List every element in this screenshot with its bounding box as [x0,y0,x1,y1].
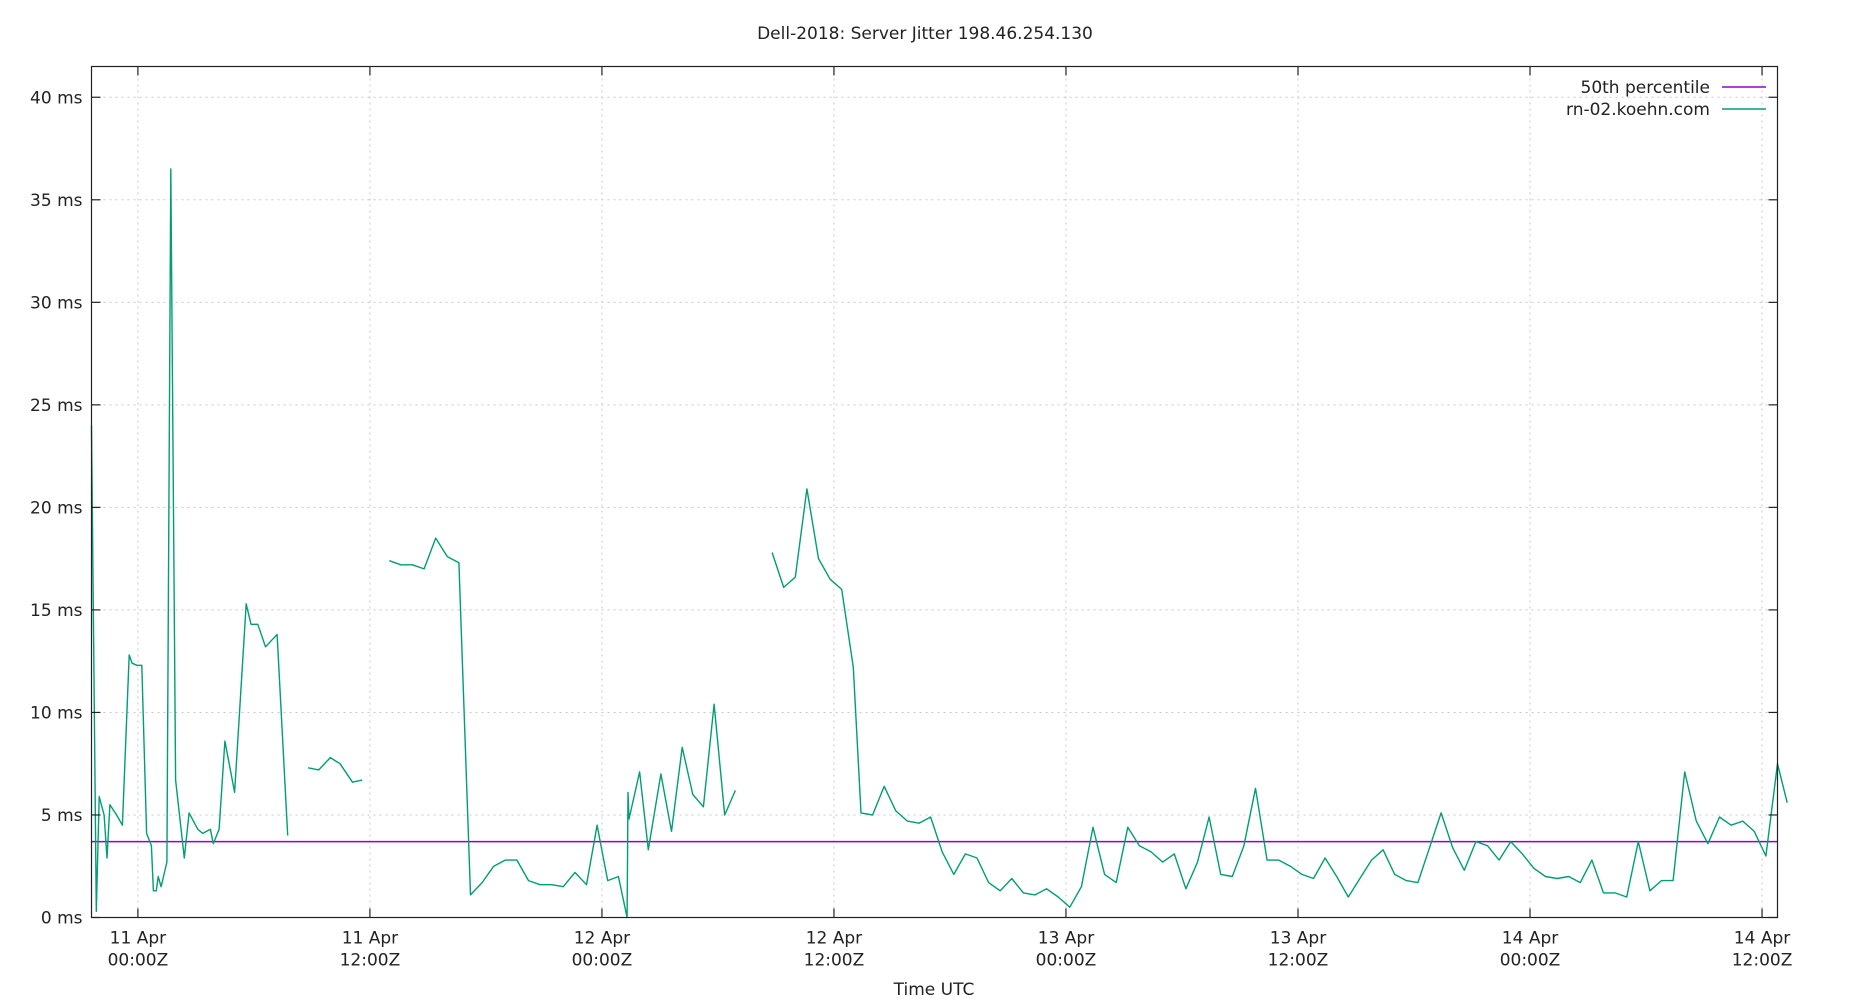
x-tick-label-date: 13 Apr [1270,929,1326,949]
x-tick-label-date: 14 Apr [1502,929,1558,949]
y-tick-label: 20 ms [30,498,83,518]
series-jitter-line [771,488,1788,908]
legend-label: rn-02.koehn.com [1566,100,1710,120]
ticks-layer: 0 ms 5 ms 10 ms 15 ms 20 ms 25 ms 30 ms 35 ms 40… [30,66,1793,971]
x-tick-label-date: 14 Apr [1734,929,1790,949]
y-tick-label: 40 ms [30,88,83,108]
legend-label: 50th percentile [1581,78,1711,98]
x-tick-label-time: 00:00Z [572,951,633,971]
chart-title: Dell-2018: Server Jitter 198.46.254.130 [757,24,1093,44]
y-tick-label: 15 ms [30,601,83,621]
grid-layer [91,66,1778,918]
y-tick-label: 5 ms [41,806,83,826]
x-tick-label-time: 12:00Z [1268,951,1329,971]
y-tick-label: 35 ms [30,191,83,211]
series-layer [90,168,1788,919]
y-tick-label: 10 ms [30,703,83,723]
x-tick-label-time: 00:00Z [1500,951,1561,971]
x-tick-label-date: 12 Apr [574,929,630,949]
x-tick-label-date: 11 Apr [110,929,166,949]
y-tick-label: 30 ms [30,293,83,313]
x-tick-label-time: 12:00Z [340,951,401,971]
y-tick-label: 0 ms [41,909,83,929]
y-tick-label: 25 ms [30,396,83,416]
plot-frame [90,65,1779,919]
x-tick-label-time: 12:00Z [804,951,865,971]
series-jitter-line [389,537,737,919]
x-tick-label-time: 00:00Z [1036,951,1097,971]
x-tick-label-time: 00:00Z [108,951,169,971]
x-tick-label-date: 13 Apr [1038,929,1094,949]
x-tick-label-date: 12 Apr [806,929,862,949]
series-jitter-line [90,168,289,912]
x-tick-label-time: 12:00Z [1732,951,1793,971]
x-axis-label: Time UTC [893,980,975,1000]
x-tick-label-date: 11 Apr [342,929,398,949]
series-jitter-line [307,756,363,783]
